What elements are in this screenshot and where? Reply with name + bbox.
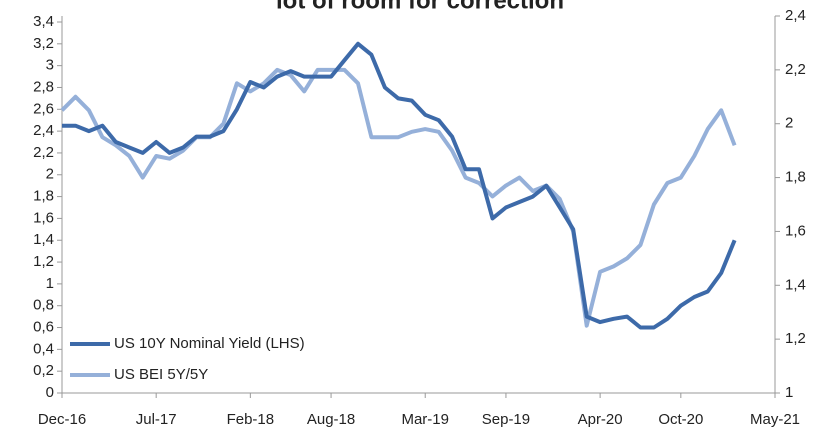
y2-tick-label: 2 <box>785 115 793 132</box>
y-tick-label: 2 <box>46 166 54 183</box>
y-tick-label: 0,4 <box>33 340 54 357</box>
x-tick-label: May-21 <box>750 411 800 428</box>
legend-label: US BEI 5Y/5Y <box>114 366 208 383</box>
x-tick-label: Dec-16 <box>38 411 86 428</box>
y2-tick-label: 2,2 <box>785 61 806 78</box>
y-tick-label: 1,4 <box>33 231 54 248</box>
y-tick-label: 3 <box>46 57 54 74</box>
x-tick-label: Feb-18 <box>227 411 275 428</box>
y2-tick-label: 2,4 <box>785 7 806 24</box>
y-tick-label: 3,2 <box>33 35 54 52</box>
legend-label: US 10Y Nominal Yield (LHS) <box>114 335 305 352</box>
y-tick-label: 2,6 <box>33 100 54 117</box>
y-tick-label: 0 <box>46 384 54 401</box>
y-tick-label: 2,2 <box>33 144 54 161</box>
series-line <box>60 67 737 328</box>
x-tick-label: Aug-18 <box>307 411 355 428</box>
y-tick-label: 0,8 <box>33 297 54 314</box>
y2-tick-label: 1 <box>785 384 793 401</box>
y2-tick-label: 1,4 <box>785 276 806 293</box>
y-tick-label: 0,6 <box>33 318 54 335</box>
y-tick-label: 3,4 <box>33 13 54 30</box>
y-tick-label: 2,8 <box>33 78 54 95</box>
series-line <box>62 41 737 330</box>
y-tick-label: 1 <box>46 275 54 292</box>
y-tick-label: 1,2 <box>33 253 54 270</box>
y-tick-label: 0,2 <box>33 362 54 379</box>
y-tick-label: 1,8 <box>33 188 54 205</box>
y2-tick-label: 1,2 <box>785 330 806 347</box>
chart-title: lot of room for correction <box>276 0 564 14</box>
y-tick-label: 1,6 <box>33 209 54 226</box>
x-tick-label: Mar-19 <box>401 411 449 428</box>
x-tick-label: Jul-17 <box>136 411 177 428</box>
x-tick-label: Apr-20 <box>578 411 623 428</box>
x-tick-label: Oct-20 <box>658 411 703 428</box>
y2-tick-label: 1,8 <box>785 169 806 186</box>
x-tick-label: Sep-19 <box>482 411 530 428</box>
y-tick-label: 2,4 <box>33 122 54 139</box>
y2-tick-label: 1,6 <box>785 222 806 239</box>
